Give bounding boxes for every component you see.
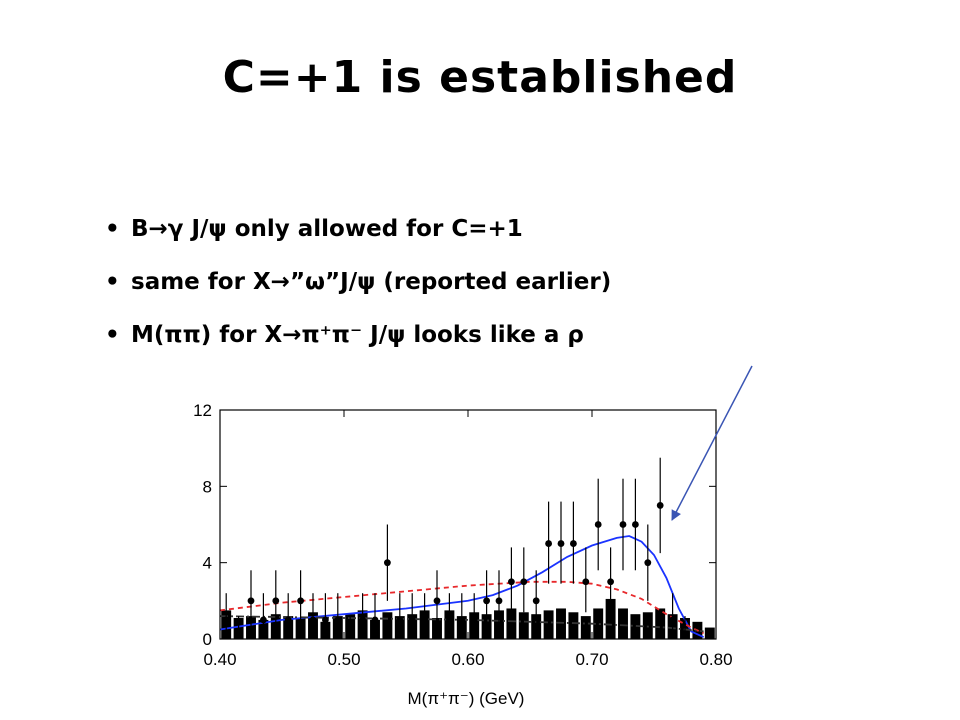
data-point bbox=[483, 597, 490, 605]
y-tick-label: 0 bbox=[203, 630, 212, 649]
data-point bbox=[384, 559, 391, 567]
data-point bbox=[396, 616, 404, 624]
bullet-list: • B→γ J/ψ only allowed for C=+1 • same f… bbox=[105, 214, 611, 373]
histogram-bar bbox=[618, 608, 628, 639]
data-point bbox=[557, 540, 565, 547]
data-point bbox=[582, 578, 590, 586]
histogram-bar bbox=[655, 608, 666, 639]
histogram-bar bbox=[246, 616, 256, 639]
data-point bbox=[607, 578, 614, 586]
bullet-text: same for X→”ω”J/ψ (reported earlier) bbox=[131, 269, 612, 295]
data-point bbox=[532, 597, 540, 605]
y-tick-label: 8 bbox=[203, 477, 212, 496]
data-point bbox=[272, 597, 280, 605]
data-point bbox=[297, 597, 304, 605]
fit-curve-dashed bbox=[219, 580, 704, 635]
data-point bbox=[495, 597, 503, 605]
histogram-bar bbox=[382, 612, 393, 639]
histogram-bar bbox=[630, 614, 641, 639]
rho-pointer-arrow bbox=[671, 365, 753, 521]
histogram-bar bbox=[518, 612, 529, 639]
data-point bbox=[446, 616, 453, 624]
y-tick-label: 4 bbox=[203, 554, 212, 573]
data-point bbox=[359, 616, 366, 624]
bullet-marker: • bbox=[105, 322, 120, 348]
data-point bbox=[433, 597, 441, 605]
histogram-bar bbox=[432, 618, 442, 639]
fit-curve-solid bbox=[219, 535, 704, 638]
data-point bbox=[371, 616, 379, 624]
x-tick-label: 0.60 bbox=[451, 650, 484, 669]
data-point bbox=[520, 578, 528, 586]
bullet-marker: • bbox=[105, 216, 120, 242]
data-point bbox=[408, 616, 416, 624]
data-point bbox=[594, 521, 602, 528]
data-point bbox=[619, 521, 627, 528]
data-point bbox=[247, 597, 255, 605]
histogram-bar bbox=[543, 610, 554, 639]
data-point bbox=[284, 616, 292, 624]
data-point bbox=[570, 540, 577, 547]
data-point bbox=[545, 540, 552, 547]
data-point bbox=[222, 616, 230, 624]
data-point bbox=[470, 616, 478, 624]
bullet-item: • same for X→”ω”J/ψ (reported earlier) bbox=[105, 267, 611, 320]
histogram-bar bbox=[568, 612, 579, 639]
x-tick-label: 0.80 bbox=[699, 650, 732, 669]
x-tick-label: 0.70 bbox=[575, 650, 608, 669]
histogram-bar bbox=[556, 608, 566, 639]
data-point bbox=[421, 616, 428, 624]
slide-title: C=+1 is established bbox=[222, 52, 738, 103]
histogram-bar bbox=[580, 616, 591, 639]
data-point bbox=[644, 559, 652, 567]
histogram-bar bbox=[270, 614, 281, 639]
data-point bbox=[669, 616, 676, 624]
histogram-bar bbox=[531, 614, 542, 639]
data-point bbox=[508, 578, 515, 586]
histogram-bar bbox=[295, 618, 306, 639]
x-tick-label: 0.50 bbox=[327, 650, 360, 669]
data-point bbox=[322, 616, 329, 624]
axes: 0.40 0.50 0.60 0.70 0.80 0 4 8 12 bbox=[193, 401, 732, 669]
bullet-text: B→γ J/ψ only allowed for C=+1 bbox=[131, 216, 523, 242]
histogram-bar bbox=[642, 612, 653, 639]
histogram-bar bbox=[481, 614, 492, 639]
data-point bbox=[260, 616, 267, 624]
x-axis-label: M(π⁺π⁻) (GeV) bbox=[408, 689, 525, 708]
data-point bbox=[458, 616, 466, 624]
data-point bbox=[656, 502, 664, 509]
x-tick-label: 0.40 bbox=[203, 650, 236, 669]
y-tick-label: 12 bbox=[193, 401, 212, 420]
histogram-bar bbox=[593, 608, 604, 639]
histogram-bar bbox=[704, 627, 715, 639]
plot-frame bbox=[219, 409, 717, 640]
histogram-bar bbox=[605, 598, 616, 639]
histogram-bar bbox=[506, 608, 517, 639]
data-point bbox=[334, 616, 342, 624]
data-point bbox=[309, 616, 317, 624]
bullet-text: M(ππ) for X→π⁺π⁻ J/ψ looks like a ρ bbox=[131, 322, 584, 348]
data-points bbox=[222, 457, 686, 639]
bullet-marker: • bbox=[105, 269, 120, 295]
data-point bbox=[632, 521, 639, 528]
bullet-item: • B→γ J/ψ only allowed for C=+1 bbox=[105, 214, 611, 267]
bullet-item: • M(ππ) for X→π⁺π⁻ J/ψ looks like a ρ bbox=[105, 320, 611, 373]
